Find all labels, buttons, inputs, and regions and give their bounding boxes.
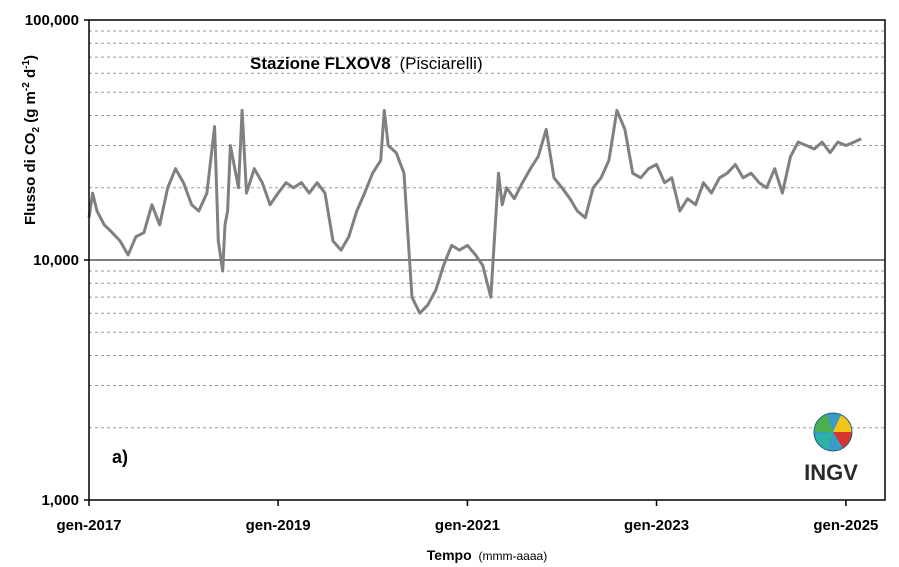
svg-text:Flusso di CO2 (g m-2 d-1): Flusso di CO2 (g m-2 d-1) (21, 55, 42, 225)
x-axis-title-main: Tempo (427, 547, 472, 563)
y-tick-label: 100,000 (25, 12, 79, 29)
x-tick-label: gen-2023 (624, 517, 689, 534)
y-axis: 1,000 10,000 100,000 (25, 12, 89, 509)
x-tick-label: gen-2019 (246, 517, 311, 534)
chart-title-sub: (Pisciarelli) (399, 54, 482, 73)
x-axis: gen-2017 gen-2019 gen-2021 gen-2023 gen-2025 (56, 500, 878, 534)
panel-label: a) (112, 447, 128, 467)
y-axis-title-part-2: 2 (31, 127, 42, 133)
y-axis-title: Flusso di CO2 (g m-2 d-1) (21, 55, 42, 225)
x-tick-label: gen-2025 (813, 517, 878, 534)
series-line (87, 108, 862, 315)
y-axis-title-part-1: Flusso di CO (22, 132, 39, 225)
ingv-logo: INGV (804, 412, 858, 485)
x-axis-title: Tempo (mmm-aaaa) (427, 547, 547, 563)
globe-segment-green (814, 414, 833, 432)
globe-segment-teal (814, 432, 833, 450)
y-axis-title-part-6: -1 (21, 60, 32, 69)
chart-title-main: Stazione FLXOV8 (250, 54, 391, 73)
x-axis-title-unit: (mmm-aaaa) (479, 549, 548, 563)
y-axis-title-part-5: d (22, 69, 39, 82)
y-axis-title-part-3: (g m (22, 91, 39, 127)
y-tick-label: 1,000 (41, 492, 79, 509)
globe-segment-yellow (833, 415, 852, 432)
series-layer (87, 108, 862, 315)
ingv-logo-text: INGV (804, 460, 858, 485)
y-axis-title-part-7: ) (22, 55, 39, 60)
y-tick-label: 10,000 (33, 252, 79, 269)
chart-title: Stazione FLXOV8 (Pisciarelli) (250, 54, 483, 73)
globe-outline (813, 412, 853, 452)
y-axis-title-part-4: -2 (21, 82, 32, 91)
x-tick-label: gen-2017 (56, 517, 121, 534)
x-tick-label: gen-2021 (435, 517, 500, 534)
